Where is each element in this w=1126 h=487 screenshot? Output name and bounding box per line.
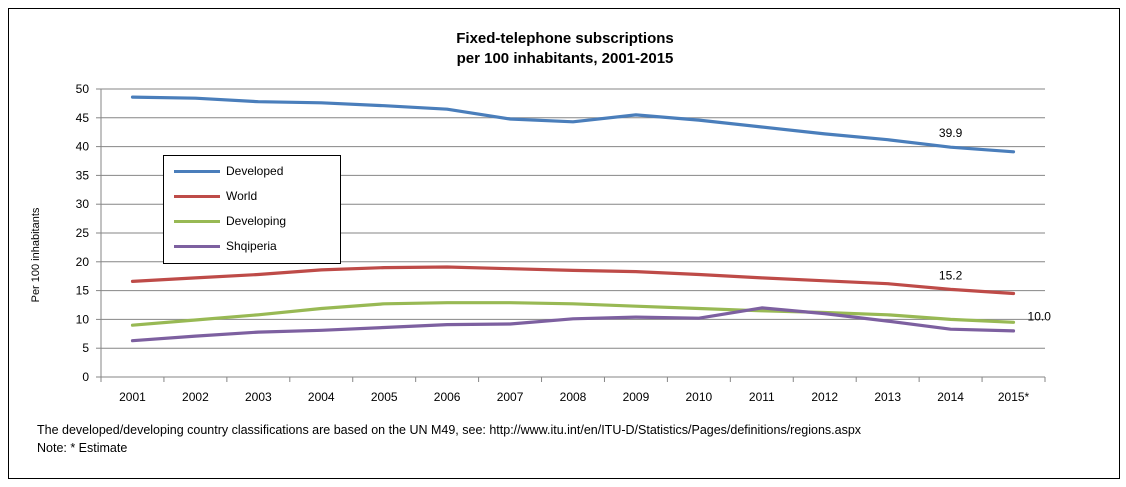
y-tick-label-40: 40 <box>76 140 90 154</box>
legend-label-developed: Developed <box>226 164 284 178</box>
series-line-world <box>130 265 1016 296</box>
x-tick-label-2011: 2011 <box>749 390 775 404</box>
footnote-classification: The developed/developing country classif… <box>37 423 862 437</box>
legend-label-world: World <box>226 189 258 203</box>
y-tick-label-25: 25 <box>76 226 90 240</box>
chart-title: Fixed-telephone subscriptions per 100 in… <box>9 29 1119 69</box>
legend-item-world: World <box>174 187 257 205</box>
legend-item-developed: Developed <box>174 162 283 180</box>
chart-frame: Fixed-telephone subscriptions per 100 in… <box>8 8 1120 479</box>
legend-swatch-shqiperia <box>174 244 220 248</box>
legend-label-developing: Developing <box>226 214 287 228</box>
y-tick-label-20: 20 <box>76 255 90 269</box>
x-tick-label-2007: 2007 <box>497 390 524 404</box>
x-tick-label-2015e: 2015* <box>998 390 1030 404</box>
y-tick-label-5: 5 <box>82 341 89 355</box>
x-tick-label-2003: 2003 <box>245 390 272 404</box>
y-axis-label: Per 100 inhabitants <box>30 207 42 303</box>
chart-title-line-1: Fixed-telephone subscriptions <box>456 30 674 47</box>
legend-swatch-developed <box>174 169 220 173</box>
x-tick-label-2006: 2006 <box>434 390 461 404</box>
legend: Developed World Developing Shqiperia <box>163 155 341 264</box>
data-label-developing: 10.0 <box>1028 309 1052 323</box>
x-tick-label-2009: 2009 <box>623 390 650 404</box>
x-tick-label-2001: 2001 <box>119 390 146 404</box>
x-tick-label-2010: 2010 <box>686 390 713 404</box>
series-line-developing <box>130 301 1016 327</box>
series-line-shqiperia <box>130 306 1016 343</box>
x-tick-label-2004: 2004 <box>308 390 335 404</box>
x-tick-label-2005: 2005 <box>371 390 398 404</box>
y-tick-label-10: 10 <box>76 312 90 326</box>
footnote-estimate: Note: * Estimate <box>37 441 128 455</box>
legend-label-shqiperia: Shqiperia <box>226 239 277 253</box>
y-tick-label-45: 45 <box>76 111 90 125</box>
data-label-developed: 39.9 <box>939 126 963 140</box>
legend-item-shqiperia: Shqiperia <box>174 237 277 255</box>
chart-title-line-2: per 100 inhabitants, 2001-2015 <box>456 50 674 67</box>
y-tick-label-35: 35 <box>76 168 90 182</box>
y-tick-label-0: 0 <box>82 370 89 384</box>
legend-swatch-world <box>174 194 220 198</box>
y-tick-label-50: 50 <box>76 82 90 96</box>
x-tick-label-2002: 2002 <box>182 390 209 404</box>
x-tick-label-2012: 2012 <box>811 390 838 404</box>
y-tick-label-30: 30 <box>76 197 90 211</box>
y-tick-label-15: 15 <box>76 284 90 298</box>
x-tick-label-2013: 2013 <box>874 390 901 404</box>
legend-item-developing: Developing <box>174 212 286 230</box>
x-tick-label-2014: 2014 <box>937 390 964 404</box>
legend-swatch-developing <box>174 219 220 223</box>
x-tick-label-2008: 2008 <box>560 390 587 404</box>
series-line-developed <box>130 95 1016 154</box>
footnotes: The developed/developing country classif… <box>37 421 861 457</box>
data-label-world: 15.2 <box>939 268 963 282</box>
line-chart: 0 5 10 15 20 25 30 35 40 45 50 2001 2002 2003 2004 2005… <box>76 82 1052 404</box>
